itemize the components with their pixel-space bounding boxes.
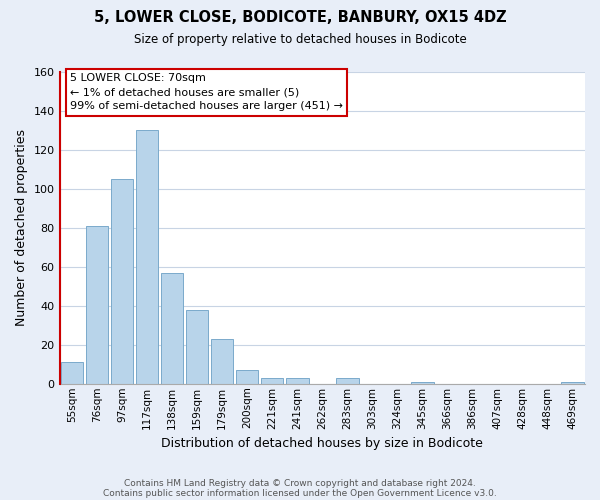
Text: Contains public sector information licensed under the Open Government Licence v3: Contains public sector information licen… — [103, 488, 497, 498]
Bar — [111, 179, 133, 384]
Text: 5, LOWER CLOSE, BODICOTE, BANBURY, OX15 4DZ: 5, LOWER CLOSE, BODICOTE, BANBURY, OX15 … — [94, 10, 506, 25]
Text: Contains HM Land Registry data © Crown copyright and database right 2024.: Contains HM Land Registry data © Crown c… — [124, 478, 476, 488]
Bar — [186, 310, 208, 384]
Bar — [211, 339, 233, 384]
Bar — [61, 362, 83, 384]
Bar — [411, 382, 434, 384]
Bar — [161, 272, 184, 384]
Bar — [286, 378, 308, 384]
Bar — [236, 370, 259, 384]
Bar — [336, 378, 359, 384]
Bar — [86, 226, 109, 384]
Bar — [136, 130, 158, 384]
Text: Size of property relative to detached houses in Bodicote: Size of property relative to detached ho… — [134, 32, 466, 46]
Bar — [261, 378, 283, 384]
Bar — [561, 382, 584, 384]
Y-axis label: Number of detached properties: Number of detached properties — [15, 129, 28, 326]
X-axis label: Distribution of detached houses by size in Bodicote: Distribution of detached houses by size … — [161, 437, 483, 450]
Text: 5 LOWER CLOSE: 70sqm
← 1% of detached houses are smaller (5)
99% of semi-detache: 5 LOWER CLOSE: 70sqm ← 1% of detached ho… — [70, 73, 343, 111]
